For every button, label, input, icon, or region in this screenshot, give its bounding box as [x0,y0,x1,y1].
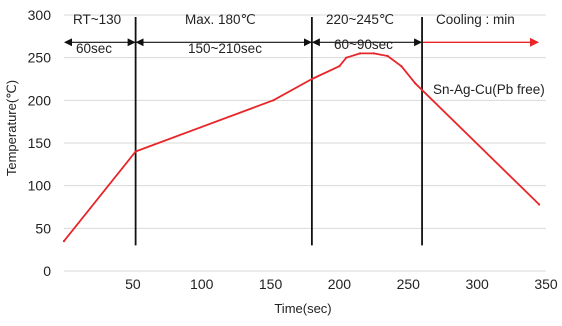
x-tick-label-300: 300 [465,276,489,292]
zone2-top-label: Max. 180℃ [185,12,256,27]
y-tick-label-0: 0 [43,263,51,279]
data-point-0-5 [345,56,348,59]
series-line-0 [63,52,540,242]
grid-lines [64,14,546,272]
data-point-0-2 [272,99,275,102]
x-tick-label-50: 50 [125,276,141,292]
y-axis-title: Temperature(℃) [4,80,19,176]
x-tick-label-100: 100 [190,276,214,292]
y-tick-label-50: 50 [35,220,51,236]
zone2-bottom-label: 150~210sec [188,41,262,56]
series-label: Sn-Ag-Cu(Pb free) [433,82,545,97]
zone-boundaries [134,17,423,246]
data-point-0-9 [400,65,403,68]
x-tick-label-350: 350 [534,276,558,292]
data-point-0-1 [134,150,137,153]
y-tick-label-300: 300 [28,7,52,23]
x-tick-label-200: 200 [328,276,352,292]
data-point-0-11 [538,203,541,206]
data-point-0-10 [414,82,417,85]
zone3-bottom-label: 60~90sec [334,37,393,52]
y-tick-label-150: 150 [28,135,52,151]
data-point-0-7 [372,52,375,55]
x-axis: 50 100 150 200 250 300 350 [125,276,558,292]
zone1-top-label: RT~130 [73,12,121,27]
y-axis: 0 50 100 150 200 250 300 [28,7,52,279]
y-tick-label-250: 250 [28,50,52,66]
y-tick-label-100: 100 [28,178,52,194]
data-point-0-8 [386,54,389,58]
data-point-0-4 [338,65,341,68]
data-point-0-6 [358,52,362,55]
y-tick-label-200: 200 [28,92,52,108]
series-layer [62,52,541,243]
x-tick-label-150: 150 [259,276,283,292]
x-axis-title: Time(sec) [274,301,331,316]
zone4-top-label: Cooling : min [436,12,515,27]
data-point-0-3 [310,77,313,81]
data-point-0-0 [62,240,66,243]
zone1-bottom-label: 60sec [76,41,112,56]
zone3-top-label: 220~245℃ [326,12,394,27]
x-tick-label-250: 250 [397,276,421,292]
